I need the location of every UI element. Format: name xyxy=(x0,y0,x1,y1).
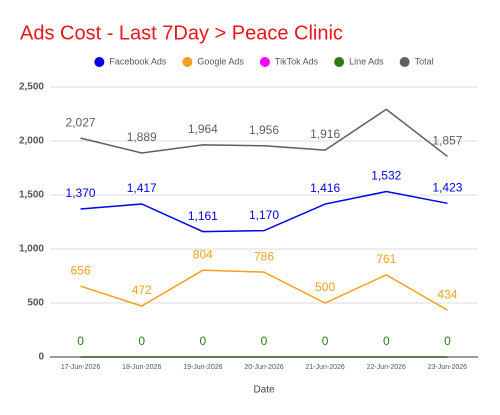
x-tick-label: 19-Jun-2026 xyxy=(183,364,222,371)
data-label: 1,916 xyxy=(310,127,340,141)
series-line xyxy=(80,108,448,158)
data-label: 1,857 xyxy=(432,134,462,148)
legend-marker xyxy=(259,57,270,67)
legend-label: Facebook Ads xyxy=(109,56,167,66)
legend-label: TikTok Ads xyxy=(275,56,319,66)
data-label: 1,417 xyxy=(127,181,157,195)
data-label: 1,161 xyxy=(188,209,218,223)
data-label: 0 xyxy=(444,334,451,348)
legend-marker xyxy=(399,57,410,67)
chart-title: Ads Cost - Last 7Day > Peace Clinic xyxy=(20,22,343,44)
legend-marker xyxy=(334,57,345,67)
data-label: 0 xyxy=(383,334,390,348)
y-tick-label: 0 xyxy=(38,352,44,363)
series-line xyxy=(80,190,448,233)
x-tick-label: 22-Jun-2026 xyxy=(367,364,406,371)
x-axis-title: Date xyxy=(253,385,275,396)
data-label: 1,956 xyxy=(249,123,279,137)
legend-label: Line Ads xyxy=(349,56,384,66)
series-line xyxy=(80,269,448,311)
data-label: 761 xyxy=(376,252,396,266)
x-tick-label: 21-Jun-2026 xyxy=(305,364,344,371)
data-label: 2,027 xyxy=(66,115,96,129)
x-tick-label: 18-Jun-2026 xyxy=(122,364,161,371)
data-label: 1,889 xyxy=(127,130,157,144)
data-label: 1,532 xyxy=(371,169,401,183)
data-label: 0 xyxy=(322,334,329,348)
data-label: 434 xyxy=(437,287,457,301)
legend: Facebook Ads Google Ads TikTok Ads Line Ads… xyxy=(94,56,434,67)
y-tick-label: 1,500 xyxy=(19,190,44,201)
y-tick-label: 500 xyxy=(27,298,44,309)
data-label: 786 xyxy=(254,249,274,263)
data-label: 1,416 xyxy=(310,181,340,195)
data-label: 1,964 xyxy=(188,122,218,136)
legend-marker xyxy=(182,57,193,67)
data-label: 472 xyxy=(132,283,152,297)
y-tick-label: 2,500 xyxy=(19,82,44,93)
data-label: 0 xyxy=(77,334,84,348)
x-tick-label: 23-Jun-2026 xyxy=(428,364,467,371)
data-label: 1,423 xyxy=(432,180,462,194)
data-label: 500 xyxy=(315,280,335,294)
data-label: 1,370 xyxy=(66,186,96,200)
data-label: 0 xyxy=(200,334,207,348)
data-label: 1,170 xyxy=(249,208,279,222)
legend-label: Total xyxy=(415,56,434,66)
data-label: 656 xyxy=(71,263,91,277)
y-tick-label: 1,000 xyxy=(19,244,44,255)
y-tick-label: 2,000 xyxy=(19,136,44,147)
data-label: 0 xyxy=(138,334,145,348)
data-label: 804 xyxy=(193,247,213,261)
x-tick-label: 17-Jun-2026 xyxy=(61,364,100,371)
data-label: 0 xyxy=(261,334,268,348)
x-tick-label: 20-Jun-2026 xyxy=(244,364,283,371)
legend-label: Google Ads xyxy=(197,56,244,66)
legend-marker xyxy=(94,57,105,67)
